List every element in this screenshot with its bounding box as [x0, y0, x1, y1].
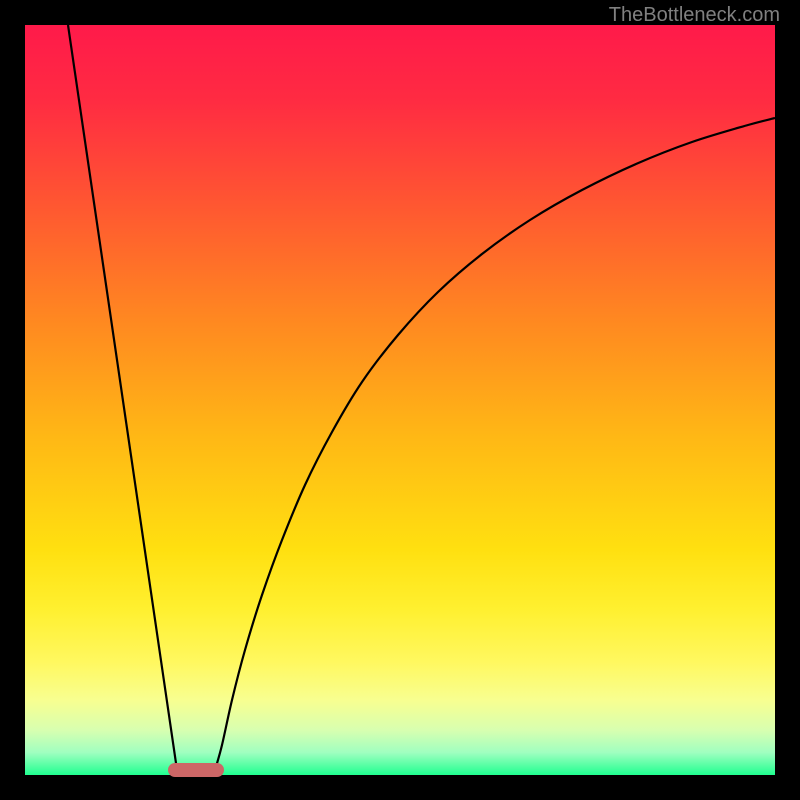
chart-background	[25, 25, 775, 775]
chart-container: TheBottleneck.com	[0, 0, 800, 800]
bottleneck-marker	[168, 763, 224, 777]
bottleneck-chart	[0, 0, 800, 800]
watermark-text: TheBottleneck.com	[609, 4, 780, 27]
